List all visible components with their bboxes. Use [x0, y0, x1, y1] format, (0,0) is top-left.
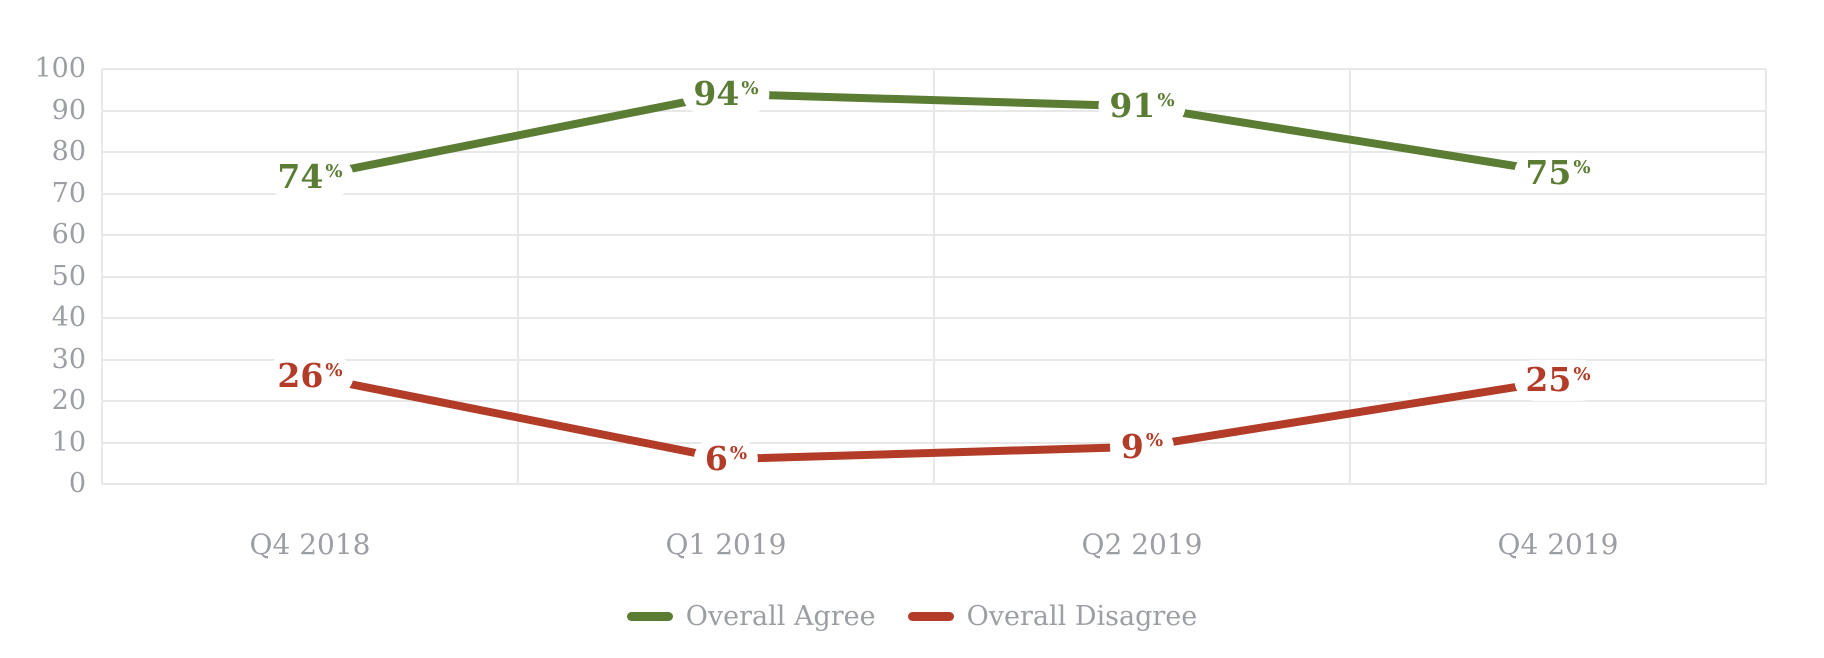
y-axis-tick-label: 100: [34, 53, 86, 84]
y-axis-line: [101, 69, 103, 484]
data-point-label: 94%: [682, 73, 770, 115]
legend-item-overall-agree[interactable]: Overall Agree: [626, 600, 876, 632]
gridline-vertical: [933, 69, 935, 484]
y-axis-tick-label: 20: [51, 385, 86, 416]
x-axis-category-label: Q1 2019: [665, 528, 787, 561]
percent-sign: %: [1573, 363, 1591, 385]
legend-swatch: [907, 611, 954, 621]
y-axis-tick-label: 50: [51, 260, 86, 292]
data-point-value: 91: [1109, 86, 1156, 126]
y-axis-tick-label: 0: [68, 468, 86, 499]
gridline-horizontal: [102, 483, 1766, 485]
series-lines: [309, 89, 1559, 464]
legend-label: Overall Disagree: [966, 600, 1198, 632]
y-axis-tick-label: 40: [51, 302, 86, 333]
data-point-label: 91%: [1098, 86, 1186, 127]
plot-area: 74% 94% 91% 75% 26% 6% 9% 25%: [101, 68, 1767, 485]
data-point-label: 26%: [266, 355, 354, 397]
gridline-vertical: [517, 69, 519, 484]
x-axis-category-label: Q4 2018: [249, 528, 371, 561]
data-point-value: 6: [704, 438, 728, 478]
percent-sign: %: [1157, 89, 1175, 111]
y-axis-tick-label: 30: [51, 343, 86, 375]
gridline-vertical: [1349, 69, 1351, 484]
y-axis-tick-label: 60: [51, 219, 86, 250]
y-axis-tick-label: 10: [51, 426, 86, 458]
data-point-label: 9%: [1109, 426, 1175, 467]
percent-sign: %: [1573, 156, 1591, 178]
x-axis-category-label: Q4 2019: [1497, 528, 1619, 561]
data-point-value: 94: [693, 73, 740, 113]
data-point-label: 74%: [266, 156, 354, 198]
data-point-value: 25: [1525, 360, 1572, 400]
legend-label: Overall Agree: [685, 600, 876, 632]
gridline-vertical: [1765, 69, 1767, 484]
x-axis-category-label: Q2 2019: [1081, 528, 1203, 561]
y-axis-tick-label: 90: [51, 94, 86, 126]
data-point-label: 25%: [1514, 360, 1602, 401]
series-line-overall-agree: [309, 89, 1559, 181]
percent-sign: %: [1145, 430, 1164, 452]
data-point-value: 9: [1120, 426, 1144, 466]
data-point-value: 74: [277, 156, 324, 196]
legend-swatch: [626, 611, 673, 621]
data-point-label: 75%: [1514, 152, 1602, 193]
y-axis-tick-label: 70: [51, 177, 86, 209]
percent-sign: %: [325, 160, 343, 182]
y-axis-tick-label: 80: [51, 136, 86, 167]
legend: Overall Agree Overall Disagree: [0, 598, 1824, 634]
percent-sign: %: [741, 77, 759, 99]
data-point-value: 26: [277, 355, 324, 395]
series-line-overall-disagree: [309, 372, 1559, 464]
percent-sign: %: [325, 359, 343, 381]
legend-item-overall-disagree[interactable]: Overall Disagree: [907, 600, 1198, 632]
data-point-label: 6%: [693, 438, 759, 480]
data-point-value: 75: [1525, 152, 1572, 192]
percent-sign: %: [729, 442, 748, 464]
